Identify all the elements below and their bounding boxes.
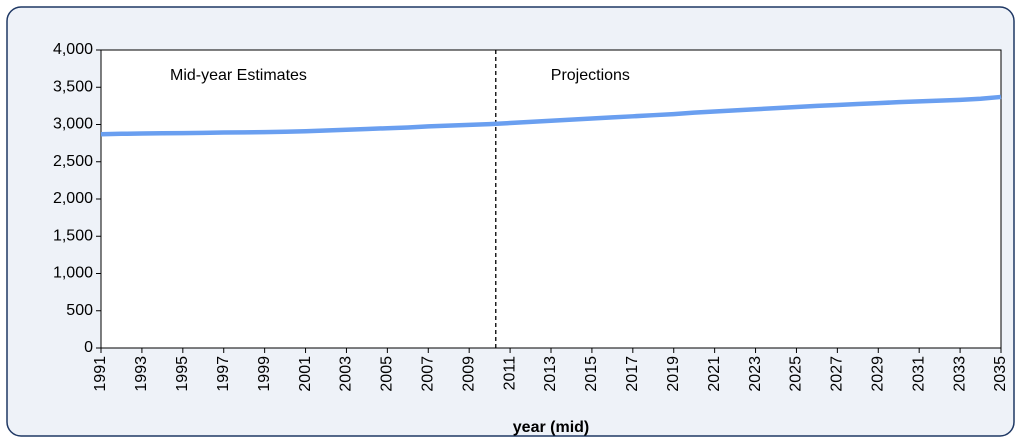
x-tick-label: 2031 xyxy=(910,356,927,392)
y-tick-label: 3,500 xyxy=(53,78,93,95)
x-tick-label: 2007 xyxy=(419,356,436,392)
x-tick-label: 1995 xyxy=(174,356,191,392)
y-tick-label: 2,000 xyxy=(53,190,93,207)
y-tick-label: 2,500 xyxy=(53,153,93,170)
x-tick-label: 2017 xyxy=(624,356,641,392)
x-tick-label: 2001 xyxy=(297,356,314,392)
x-tick-label: 2011 xyxy=(501,356,518,391)
x-tick-label: 1997 xyxy=(215,356,232,392)
x-tick-label: 2003 xyxy=(338,356,355,392)
y-tick-label: 1,000 xyxy=(53,265,93,282)
data-line xyxy=(100,94,1002,137)
x-tick-label: 2025 xyxy=(788,356,805,392)
y-tick-label: 4,000 xyxy=(53,41,93,58)
annotation: Projections xyxy=(551,67,630,84)
x-axis-title: year (mid) xyxy=(513,419,589,436)
annotation: Mid-year Estimates xyxy=(170,67,307,84)
x-tick-label: 2009 xyxy=(460,356,477,392)
x-tick-label: 2035 xyxy=(992,356,1009,392)
x-tick-label: 2013 xyxy=(542,356,559,392)
x-tick-label: 2027 xyxy=(829,356,846,392)
x-tick-label: 1999 xyxy=(256,356,273,392)
x-tick-label: 2033 xyxy=(951,356,968,392)
y-tick-label: 3,000 xyxy=(53,116,93,133)
x-tick-label: 2019 xyxy=(665,356,682,392)
x-tick-label: 2029 xyxy=(869,356,886,392)
x-tick-label: 1991 xyxy=(92,356,109,392)
y-tick-label: 1,500 xyxy=(53,227,93,244)
x-tick-label: 2021 xyxy=(706,356,723,392)
x-tick-label: 2023 xyxy=(747,356,764,392)
y-tick-label: 0 xyxy=(84,339,93,356)
y-tick-label: 500 xyxy=(66,302,93,319)
x-tick-label: 2015 xyxy=(583,356,600,392)
plot-area xyxy=(100,49,1002,349)
x-tick-label: 1993 xyxy=(133,356,150,392)
x-tick-label: 2005 xyxy=(379,356,396,392)
